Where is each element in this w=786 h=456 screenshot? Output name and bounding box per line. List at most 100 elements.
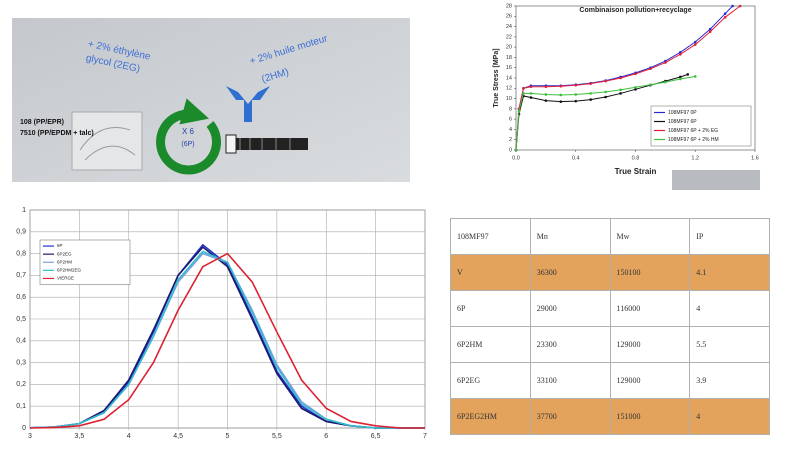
y-tick-label: 20	[506, 45, 512, 51]
table-cell: V	[451, 255, 531, 291]
data-point	[545, 93, 548, 96]
data-point	[694, 41, 697, 44]
data-point	[560, 85, 563, 88]
data-point	[686, 73, 689, 76]
data-point	[604, 96, 607, 99]
data-point	[739, 5, 742, 8]
y-tick-label: 24	[506, 24, 512, 30]
table-cell: 151000	[610, 399, 690, 435]
table-row: 6P2EG331001290003.9	[451, 363, 770, 399]
data-point	[649, 67, 652, 70]
data-point	[679, 53, 682, 56]
data-point	[545, 99, 548, 102]
table-cell: 33100	[530, 363, 610, 399]
data-point	[709, 30, 712, 33]
legend-label: 6P2HM	[57, 259, 72, 264]
y-tick-label: 12	[506, 86, 512, 92]
table-cell: 6P2HM	[451, 327, 531, 363]
page: { "diagram": { "additive_1": ["+ 2% éthy…	[0, 0, 786, 456]
y-tick-label: 10	[506, 96, 512, 102]
table-cell: 108MF97	[451, 219, 531, 255]
sample-photo	[72, 112, 142, 170]
data-table: 108MF97MnMwIPV363001501004.16P2900011600…	[450, 218, 770, 435]
y-tick-label: 0,7	[16, 272, 26, 279]
legend-label: 108MF97 0P	[668, 110, 697, 116]
table-cell: Mw	[610, 219, 690, 255]
extruder	[232, 138, 308, 150]
data-point	[679, 78, 682, 81]
x-tick-label: 5	[226, 433, 230, 440]
y-tick-label: 0,3	[16, 359, 26, 366]
x-tick-label: 1.2	[691, 155, 699, 161]
data-point	[619, 77, 622, 80]
table-cell: 37700	[530, 399, 610, 435]
data-point	[574, 84, 577, 87]
data-point	[530, 85, 533, 88]
legend-label: 108MF97 6P + 2% HM	[668, 137, 719, 143]
table-cell: IP	[690, 219, 770, 255]
data-point	[694, 75, 697, 78]
data-point	[560, 100, 563, 103]
y-tick-label: 1	[22, 207, 26, 214]
x-tick-label: 6,5	[371, 433, 381, 440]
data-point	[604, 91, 607, 94]
extruder-end	[226, 135, 236, 153]
table-cell: 116000	[610, 291, 690, 327]
table-cell: 129000	[610, 363, 690, 399]
y-tick-label: 8	[509, 106, 512, 112]
data-point	[649, 83, 652, 86]
table-cell: 23300	[530, 327, 610, 363]
toolbar	[672, 170, 760, 190]
table-cell: 4.1	[690, 255, 770, 291]
data-point	[619, 92, 622, 95]
x-tick-label: 3,5	[75, 433, 85, 440]
legend-label: VIERGE	[57, 276, 74, 281]
cycles-label: (6P)	[181, 141, 194, 148]
x-tick-label: 6	[324, 433, 328, 440]
y-tick-label: 0,6	[16, 294, 26, 301]
material-label: 108 (PP/EPR)	[20, 119, 64, 126]
y-tick-label: 26	[506, 14, 512, 20]
x-tick-label: 3	[28, 433, 32, 440]
data-point	[574, 100, 577, 103]
y-tick-label: 18	[506, 55, 512, 61]
y-tick-label: 0	[22, 425, 26, 432]
distribution-chart: 00,10,20,30,40,50,60,70,80,9133,544,555,…	[16, 207, 427, 440]
data-point	[574, 93, 577, 96]
y-axis-label: True Stress [MPa]	[493, 48, 500, 107]
data-point	[522, 87, 525, 90]
y-tick-label: 16	[506, 65, 512, 71]
y-tick-label: 0,2	[16, 381, 26, 388]
x-tick-label: 1.6	[751, 155, 759, 161]
material-label: 7510 (PP/EPDM + talc)	[20, 130, 94, 137]
data-point	[560, 94, 563, 97]
data-point	[634, 73, 637, 76]
data-point	[522, 92, 525, 95]
data-point	[530, 92, 533, 95]
data-point	[545, 85, 548, 88]
y-tick-label: 22	[506, 34, 512, 40]
y-tick-label: 2	[509, 137, 512, 143]
table-cell: 3.9	[690, 363, 770, 399]
table-cell: 6P	[451, 291, 531, 327]
data-point	[724, 16, 727, 19]
legend-label: 108MF97 6P + 2% EG	[668, 128, 718, 134]
data-point	[664, 81, 667, 84]
y-tick-label: 0,1	[16, 403, 26, 410]
process-diagram: + 2% éthylène glycol (2EG) + 2% huile mo…	[12, 18, 410, 182]
cycles-label: X 6	[182, 127, 195, 136]
table-cell: 6P2EG2HM	[451, 399, 531, 435]
y-tick-label: 0	[509, 147, 512, 153]
data-point	[731, 5, 734, 8]
data-point	[709, 28, 712, 31]
x-tick-label: 0.4	[572, 155, 580, 161]
y-tick-label: 0,4	[16, 338, 26, 345]
y-tick-label: 0,8	[16, 250, 26, 257]
y-tick-label: 0,5	[16, 316, 26, 323]
y-tick-label: 14	[506, 75, 512, 81]
